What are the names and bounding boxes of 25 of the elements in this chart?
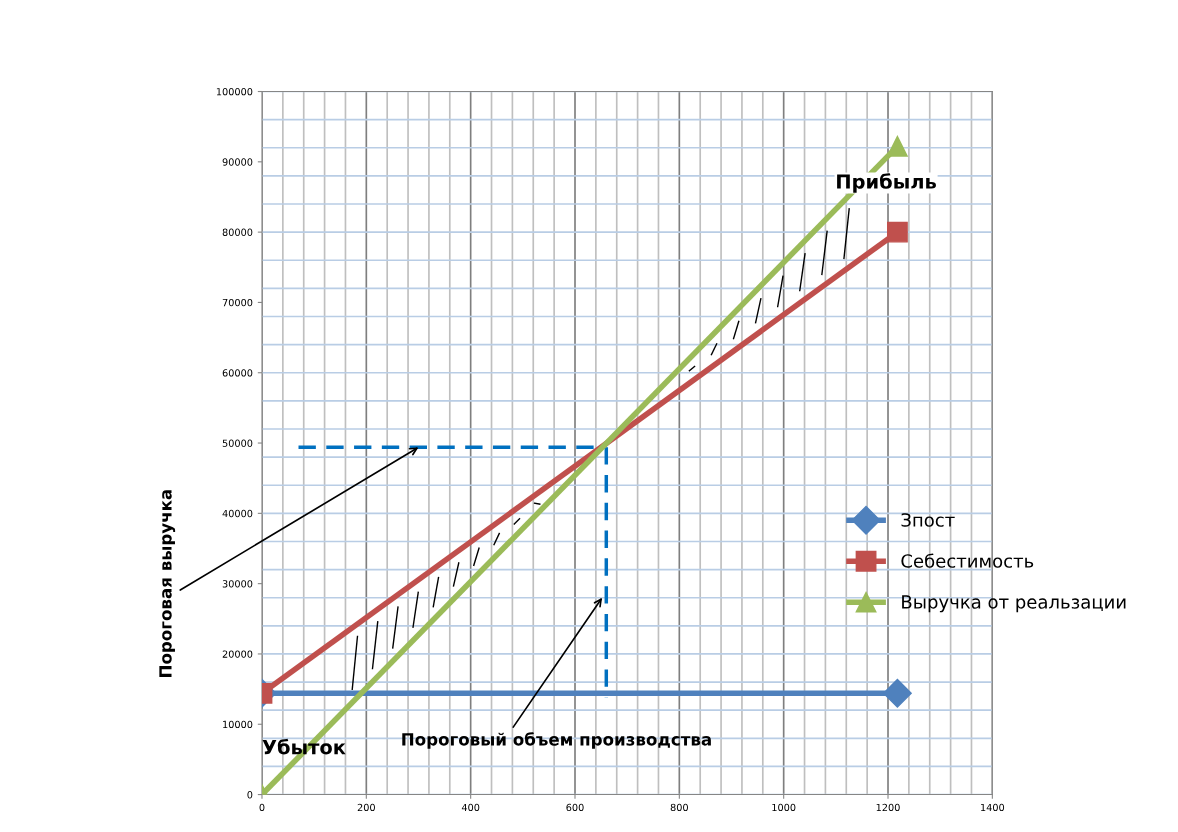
- y-tick-label: 60000: [222, 369, 253, 377]
- annotation: Пороговая выручка: [159, 490, 176, 677]
- y-tick-label: 10000: [223, 720, 253, 729]
- x-tick-label: 800: [670, 803, 688, 812]
- annotation: Прибыль: [837, 173, 936, 193]
- y-tick-label: 90000: [222, 158, 253, 166]
- x-tick-label: 600: [566, 803, 584, 812]
- x-tick-label: 1000: [772, 803, 796, 812]
- annotation: Пороговый объем производства: [402, 732, 711, 749]
- y-tick-label: 70000: [222, 298, 253, 307]
- y-tick-label: 20000: [222, 650, 253, 658]
- legend-label: Зпост: [901, 513, 955, 527]
- x-tick-label: 1200: [876, 803, 900, 812]
- x-tick-label: 0: [259, 803, 265, 812]
- y-tick-label: 40000: [222, 509, 253, 518]
- legend-label: Себестимость: [901, 553, 1034, 568]
- x-tick-label: 400: [461, 803, 480, 812]
- y-tick-label: 80000: [222, 228, 253, 236]
- y-tick-label: 50000: [222, 439, 253, 447]
- legend-label: Выручка от реальзации: [902, 595, 1126, 613]
- x-tick-label: 200: [357, 803, 375, 812]
- y-tick-label: 100000: [216, 88, 253, 96]
- x-tick-label: 1400: [981, 803, 1005, 812]
- y-tick-label: 30000: [222, 580, 253, 588]
- y-tick-label: 0: [247, 791, 253, 799]
